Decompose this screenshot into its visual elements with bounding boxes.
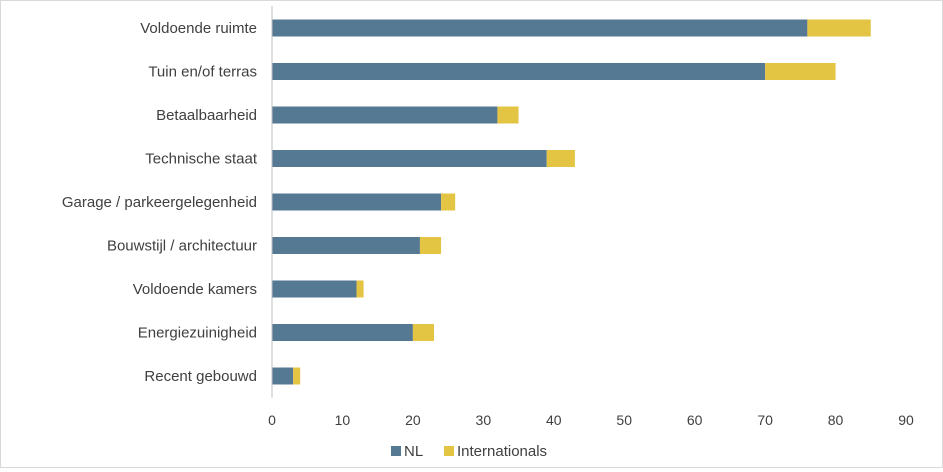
bar-nl-8 [272, 367, 294, 385]
bar-nl-7 [272, 324, 413, 341]
bar-internationals-8 [293, 367, 301, 385]
category-label: Recent gebouwd [144, 368, 257, 385]
bar-internationals-4 [441, 193, 456, 211]
x-tick-label: 20 [405, 412, 421, 428]
legend-label-nl: NL [404, 443, 423, 460]
x-tick-labels: 0 10 20 30 40 50 60 70 80 90 [268, 412, 914, 428]
x-tick-label: 30 [476, 412, 492, 428]
category-label: Technische staat [145, 151, 258, 168]
x-tick-label: 10 [335, 412, 351, 428]
category-label: Tuin en/of terras [148, 64, 257, 81]
bar-internationals-3 [546, 150, 575, 167]
x-tick-label: 60 [687, 412, 703, 428]
bar-internationals-2 [497, 106, 519, 124]
bars-layer [272, 19, 871, 385]
legend-label-internationals: Internationals [457, 443, 547, 460]
bar-nl-2 [272, 106, 498, 124]
bar-nl-6 [272, 280, 357, 298]
category-label: Betaalbaarheid [156, 107, 257, 124]
category-label: Garage / parkeergelegenheid [62, 194, 257, 211]
bar-nl-3 [272, 150, 547, 167]
legend-swatch-internationals [444, 446, 454, 456]
category-label: Energiezuinigheid [138, 325, 257, 342]
category-label: Bouwstijl / architectuur [107, 238, 257, 255]
legend-swatch-nl [391, 446, 401, 456]
x-tick-label: 90 [898, 412, 914, 428]
category-label: Voldoende ruimte [140, 20, 257, 37]
bar-internationals-7 [412, 324, 435, 341]
bar-nl-4 [272, 193, 442, 211]
x-tick-label: 70 [757, 412, 773, 428]
bar-internationals-1 [765, 63, 836, 80]
x-tick-label: 40 [546, 412, 562, 428]
x-tick-label: 50 [616, 412, 632, 428]
bar-internationals-0 [807, 19, 871, 37]
bar-nl-5 [272, 237, 420, 254]
category-label: Voldoende kamers [133, 281, 257, 298]
bar-internationals-6 [356, 280, 364, 298]
x-tick-label: 0 [268, 412, 276, 428]
x-tick-label: 80 [828, 412, 844, 428]
bar-internationals-5 [419, 237, 442, 254]
legend: NL Internationals [391, 443, 547, 460]
category-labels: Voldoende ruimte Tuin en/of terras Betaalb… [62, 20, 258, 385]
bar-nl-1 [272, 63, 766, 80]
bar-nl-0 [272, 19, 808, 37]
